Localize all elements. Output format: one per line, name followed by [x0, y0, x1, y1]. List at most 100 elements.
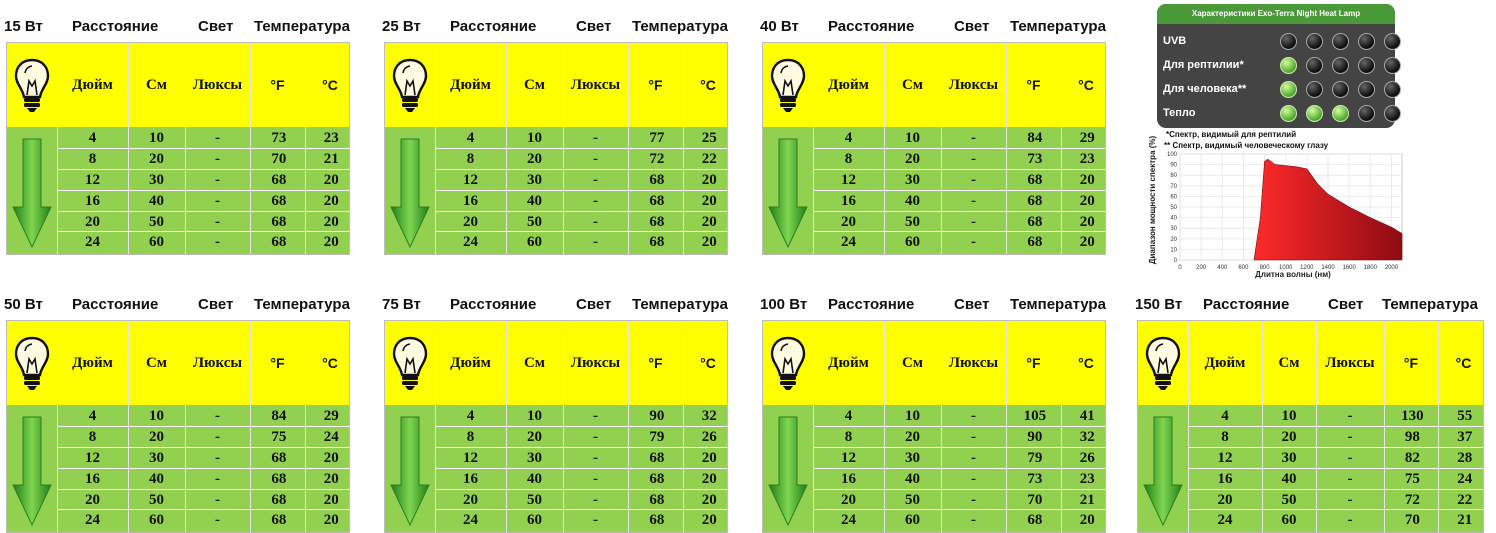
table-cell: 20: [323, 512, 339, 528]
data-table: Дюйм См Люксы °F °C 4 10 - 84 29 8 20 - 75 24 12 30 - 68 20…: [6, 320, 350, 533]
table-cell: 90: [1027, 429, 1043, 445]
table-cell: 68: [649, 234, 665, 250]
table-cell: 20: [1079, 512, 1095, 528]
table-cell: 20: [701, 214, 717, 230]
table-cell: 10: [905, 130, 920, 146]
table-cell: 12: [841, 172, 856, 188]
table-cell: 75: [1404, 471, 1420, 487]
row-divider: [813, 211, 1105, 212]
table-cell: 60: [527, 512, 542, 528]
table-cell: -: [1347, 408, 1353, 424]
header-band: [763, 43, 1105, 127]
distance-header: Расстояние: [1203, 296, 1290, 313]
table-cell: 8: [88, 429, 97, 445]
table-cell: 23: [1079, 151, 1095, 167]
row-divider: [57, 190, 349, 191]
table-cell: 8: [88, 151, 97, 167]
table-cell: 82: [1404, 450, 1420, 466]
table-cell: 68: [1027, 172, 1043, 188]
data-table: Дюйм См Люксы °F °C 4 10 - 105 41 8 20 - 90 32 12 30 - 79 2…: [762, 320, 1106, 533]
inch-column-header: Дюйм: [72, 77, 113, 93]
rating-dot: [1332, 81, 1349, 98]
table-cell: -: [215, 193, 220, 209]
table-cell: 12: [1217, 450, 1233, 466]
row-divider: [1188, 447, 1483, 448]
table-cell: 16: [1217, 471, 1233, 487]
x-tick-label: 800: [1260, 265, 1271, 270]
x-tick-label: 1600: [1342, 265, 1356, 270]
table-cell: 77: [649, 130, 665, 146]
rating-dot: [1384, 81, 1401, 98]
table-cell: 20: [701, 172, 717, 188]
table-cell: 12: [841, 450, 856, 466]
table-cell: 60: [149, 234, 164, 250]
table-cell: 12: [463, 172, 478, 188]
x-tick-label: 1200: [1300, 265, 1314, 270]
table-cell: 29: [323, 408, 339, 424]
x-tick-label: 1400: [1321, 265, 1335, 270]
table-cell: -: [971, 151, 976, 167]
table-cell: -: [971, 429, 976, 445]
table-cell: 72: [1404, 492, 1420, 508]
table-cell: 20: [841, 214, 856, 230]
note-reptile: *Спектр, видимый для рептилий: [1166, 130, 1297, 139]
table-cell: 68: [271, 450, 287, 466]
row-divider: [435, 447, 727, 448]
table-cell: 84: [1027, 130, 1043, 146]
table-cell: 24: [1457, 471, 1473, 487]
light-header: Свет: [198, 18, 234, 35]
down-arrow-icon: [767, 137, 809, 249]
down-arrow-icon: [1142, 415, 1184, 527]
table-cell: 50: [905, 214, 920, 230]
table-cell: 20: [1079, 172, 1095, 188]
row-divider: [57, 148, 349, 149]
distance-header: Расстояние: [828, 18, 915, 35]
row-divider: [435, 489, 727, 490]
table-cell: 24: [841, 234, 856, 250]
x-tick-label: 0: [1178, 265, 1182, 270]
table-cell: 105: [1023, 408, 1047, 424]
table-cell: -: [971, 193, 976, 209]
bulb-icon: [1144, 335, 1182, 391]
row-divider: [813, 489, 1105, 490]
x-tick-label: 400: [1217, 265, 1228, 270]
row-divider: [435, 509, 727, 510]
table-cell: 4: [1221, 408, 1229, 424]
table-cell: -: [593, 471, 598, 487]
bulb-icon: [13, 335, 51, 391]
x-tick-label: 600: [1238, 265, 1249, 270]
celsius-column-header: °C: [1455, 355, 1472, 371]
bulb-icon: [769, 335, 807, 391]
table-cell: 30: [905, 450, 920, 466]
table-cell: 50: [527, 492, 542, 508]
rating-dot: [1332, 33, 1349, 50]
spectrum-xlabel: Длитна волны (нм): [1255, 270, 1331, 279]
table-cell: 10: [149, 130, 164, 146]
bulb-icon: [391, 335, 429, 391]
table-cell: 26: [1079, 450, 1095, 466]
y-tick-label: 30: [1170, 226, 1177, 232]
table-cell: 60: [1281, 512, 1297, 528]
table-cell: -: [215, 492, 220, 508]
table-cell: 68: [1027, 512, 1043, 528]
row-divider: [57, 231, 349, 232]
row-divider: [813, 148, 1105, 149]
down-arrow-icon: [389, 415, 431, 527]
row-divider: [813, 231, 1105, 232]
table-cell: 70: [1027, 492, 1043, 508]
distance-header: Расстояние: [72, 296, 159, 313]
table-cell: 68: [649, 471, 665, 487]
bulb-icon: [391, 57, 429, 113]
table-header: 15 Вт Расстояние Свет Температура: [2, 10, 354, 40]
table-cell: 20: [527, 151, 542, 167]
table-cell: 30: [149, 172, 164, 188]
table-cell: -: [215, 512, 220, 528]
rating-dot: [1306, 57, 1323, 74]
lux-column-header: Люксы: [570, 355, 621, 371]
table-cell: 12: [85, 172, 100, 188]
table-cell: 23: [1079, 471, 1095, 487]
table-cell: -: [971, 214, 976, 230]
table-cell: -: [593, 214, 598, 230]
row-divider: [813, 190, 1105, 191]
row-divider: [57, 169, 349, 170]
